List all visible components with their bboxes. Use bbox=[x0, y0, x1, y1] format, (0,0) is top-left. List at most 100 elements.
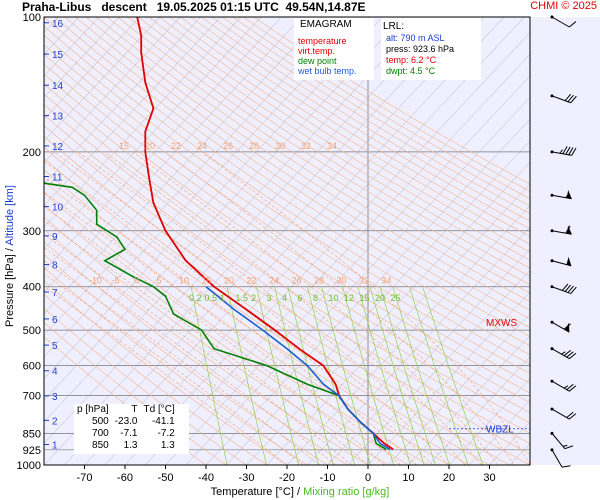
dry-adiabat-label: 22 bbox=[171, 141, 181, 151]
dry-adiabat-line bbox=[44, 135, 530, 465]
x-tick-label: -70 bbox=[77, 472, 93, 484]
x-tick-label: -20 bbox=[279, 472, 295, 484]
dry-adiabat-line bbox=[44, 308, 247, 465]
dry-adiabat-line bbox=[44, 192, 429, 465]
mixing-ratio-label: 12 bbox=[344, 293, 354, 303]
x-tick-label: 20 bbox=[443, 472, 455, 484]
lrl-title: LRL: bbox=[383, 21, 405, 32]
wind-barb-staff bbox=[551, 260, 572, 267]
wind-barb bbox=[550, 407, 577, 420]
moist-adiabat-line bbox=[164, 151, 515, 465]
legend-title: EMAGRAM bbox=[300, 19, 352, 30]
wind-barb-full bbox=[563, 323, 572, 330]
mixing-ratio-label: 15 bbox=[360, 293, 370, 303]
dry-adiabat-line bbox=[96, 17, 530, 302]
table-cell: -23.0 bbox=[114, 416, 138, 427]
mixing-ratio-label: 4 bbox=[282, 293, 287, 303]
isotherm-line bbox=[44, 17, 383, 379]
moist-adiabat-label: 26 bbox=[292, 276, 302, 286]
wind-barb-dot bbox=[550, 379, 554, 383]
altitude-tick-label: 8 bbox=[52, 261, 58, 272]
dry-adiabat-label: 32 bbox=[301, 141, 311, 151]
y-tick-label: 850 bbox=[23, 428, 41, 440]
dry-adiabat-line bbox=[44, 267, 308, 465]
y-tick-label: 700 bbox=[23, 391, 41, 403]
altitude-tick-label: 12 bbox=[52, 142, 64, 153]
table-cell: 700 bbox=[92, 428, 109, 439]
wind-barb bbox=[550, 320, 572, 333]
moist-adiabat-label: 5 bbox=[157, 276, 162, 286]
mixing-ratio-line bbox=[226, 286, 267, 465]
page-title: Praha-Libus descent 19.05.2025 01:15 UTC… bbox=[22, 0, 366, 14]
wind-barb-half bbox=[559, 149, 563, 154]
wind-barb-staff bbox=[551, 380, 570, 392]
auxiliary-lines-layer bbox=[44, 17, 530, 465]
isotherm-line bbox=[44, 17, 221, 207]
series-line-wet-bulb-temp- bbox=[205, 286, 391, 451]
mixing-ratio-label: 6 bbox=[298, 293, 303, 303]
wind-barb-dot bbox=[550, 15, 554, 19]
table-row: 850 1.3 1.3 bbox=[74, 440, 178, 452]
moist-adiabat-line bbox=[44, 191, 401, 465]
dry-adiabat-line bbox=[44, 83, 530, 414]
mixing-ratio-label: 1.5 bbox=[236, 293, 249, 303]
mixing-ratio-line bbox=[274, 286, 319, 465]
credit-text[interactable]: CHMI © 2025 bbox=[530, 0, 597, 12]
table-header-row: p [hPa] T Td [°C] bbox=[74, 404, 178, 416]
y-tick-label: 300 bbox=[23, 226, 41, 238]
y-axis-altitude-label: Altitude [km] bbox=[4, 185, 16, 246]
plot-frame bbox=[43, 16, 531, 466]
mixing-ratio-label: 0.5 bbox=[205, 293, 218, 303]
series-layer bbox=[44, 17, 394, 451]
wind-barb-full bbox=[571, 147, 577, 156]
wind-barb-full bbox=[569, 21, 577, 28]
lrl-alt: alt: 790 m ASL bbox=[386, 33, 445, 43]
moist-adiabat-line bbox=[44, 285, 288, 465]
lrl-dwpt: dwpt: 4.5 °C bbox=[386, 66, 436, 76]
x-tick-label: -60 bbox=[117, 472, 133, 484]
wind-barb bbox=[550, 256, 572, 267]
table-cell: 500 bbox=[92, 416, 109, 427]
dry-adiabat-line bbox=[44, 17, 530, 347]
mixing-ratio-line bbox=[409, 286, 469, 465]
wind-barb-full bbox=[565, 146, 571, 155]
altitude-tick-label: 15 bbox=[52, 50, 64, 61]
x-axis-title: Temperature [°C] / Mixing ratio [g/kg] bbox=[0, 486, 600, 498]
wind-barb-staff bbox=[551, 16, 570, 28]
dry-adiabat-line bbox=[54, 17, 530, 338]
moist-adiabat-label: -10 bbox=[89, 276, 102, 286]
altitude-tick-label: 14 bbox=[52, 81, 64, 92]
dry-adiabat-label: 20 bbox=[145, 141, 155, 151]
mixing-ratio-label: 25 bbox=[391, 293, 401, 303]
dry-adiabat-label: 30 bbox=[275, 141, 285, 151]
altitude-tick-label: 16 bbox=[52, 19, 64, 30]
moist-adiabat-label: 10 bbox=[179, 276, 189, 286]
table-header-cell: p [hPa] bbox=[77, 404, 109, 415]
wind-barb-dot bbox=[550, 431, 554, 435]
y-tick-label: 600 bbox=[23, 361, 41, 373]
wind-barb bbox=[550, 146, 577, 156]
dry-adiabat-line bbox=[75, 17, 530, 320]
wind-barb-full bbox=[567, 94, 574, 103]
mixing-ratio-line bbox=[392, 286, 450, 465]
x-tick-label: 30 bbox=[483, 472, 495, 484]
table-header-cell: Td [°C] bbox=[143, 404, 175, 415]
moist-adiabat-line bbox=[103, 151, 482, 465]
wind-barb-dot bbox=[550, 94, 554, 98]
mixing-ratio-line bbox=[306, 286, 356, 465]
moist-adiabat-line bbox=[201, 151, 530, 465]
x-tick-label: -10 bbox=[320, 472, 336, 484]
dry-adiabat-line bbox=[127, 17, 530, 277]
lrl-press: press: 923.6 hPa bbox=[386, 44, 455, 54]
moist-adiabat-line bbox=[44, 220, 369, 465]
legend-item-dew-point: dew point bbox=[298, 56, 337, 66]
moist-adiabat-line bbox=[44, 234, 352, 465]
wind-barb-full bbox=[570, 286, 577, 294]
mixing-ratio-line bbox=[321, 286, 371, 465]
wind-barb-full bbox=[563, 349, 572, 357]
altitude-tick-label: 5 bbox=[52, 341, 58, 352]
altitude-tick-label: 6 bbox=[52, 315, 58, 326]
wind-barb-full bbox=[567, 285, 574, 293]
